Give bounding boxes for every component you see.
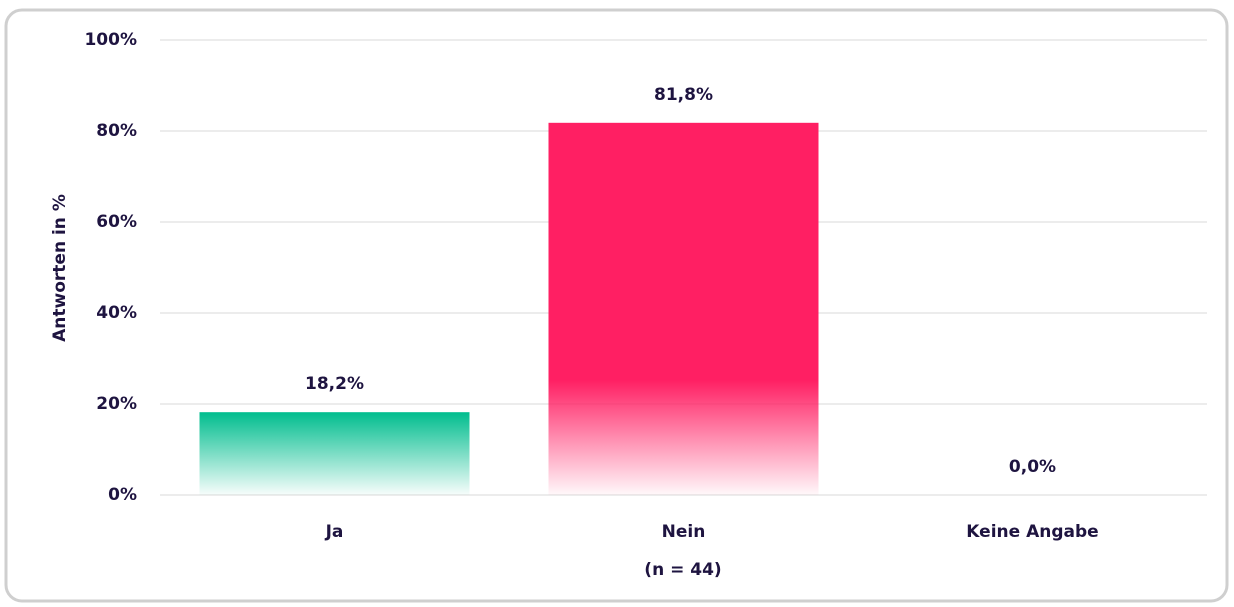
data-label: 18,2% — [305, 374, 364, 394]
y-tick-label: 0% — [108, 485, 137, 505]
y-tick-label: 80% — [96, 121, 137, 141]
data-label: 0,0% — [1009, 457, 1056, 477]
y-tick-label: 60% — [96, 212, 137, 232]
data-label: 81,8% — [654, 85, 713, 105]
x-tick-label: Nein — [662, 522, 706, 542]
bar — [548, 122, 819, 495]
x-axis-title: (n = 44) — [644, 560, 721, 580]
y-tick-label: 40% — [96, 303, 137, 323]
x-tick-label: Keine Angabe — [966, 522, 1098, 542]
y-axis-title: Antworten in % — [50, 194, 70, 342]
bar — [199, 412, 470, 495]
y-tick-label: 20% — [96, 394, 137, 414]
y-tick-label: 100% — [84, 30, 137, 50]
x-tick-label: Ja — [325, 522, 344, 542]
